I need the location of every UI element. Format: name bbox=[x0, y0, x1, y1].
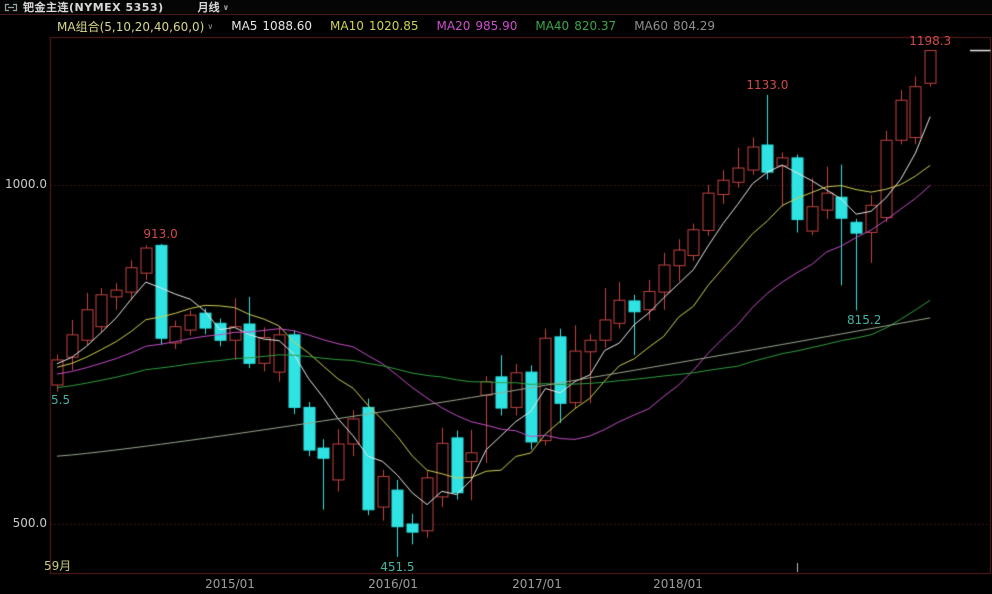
link-icon[interactable] bbox=[4, 3, 18, 12]
ma60-legend: MA60 804.29 bbox=[634, 19, 716, 33]
ma20-legend: MA20 985.90 bbox=[436, 19, 518, 33]
ma5-legend: MA5 1088.60 bbox=[231, 19, 313, 33]
price-annotation-451: 451.5 bbox=[380, 559, 415, 574]
ma40-legend: MA40 820.37 bbox=[535, 19, 617, 33]
period-label: 月线 bbox=[197, 1, 220, 14]
indicator-selector[interactable]: MA组合(5,10,20,40,60,0) ∨ bbox=[57, 18, 213, 35]
indicator-label: MA组合(5,10,20,40,60,0) bbox=[57, 19, 205, 34]
y-axis-label-1000: 1000.0 bbox=[5, 177, 47, 191]
ma10-legend: MA10 1020.85 bbox=[330, 19, 419, 33]
chevron-down-icon: ∨ bbox=[207, 21, 214, 31]
instrument-title: 钯金主连(NYMEX 5353) bbox=[23, 1, 164, 14]
x-axis-label-2015: 2015/01 bbox=[205, 577, 255, 591]
price-annotation-5-5: 5.5 bbox=[51, 393, 71, 407]
chevron-down-icon: ∨ bbox=[222, 2, 230, 12]
indicator-bar: MA组合(5,10,20,40,60,0) ∨ MA5 1088.60 MA10 1… bbox=[57, 17, 715, 35]
first-bar-date-label: 59月 bbox=[44, 559, 72, 573]
x-axis-label-2018: 2018/01 bbox=[653, 577, 703, 591]
y-axis-label-500: 500.0 bbox=[12, 516, 47, 530]
price-annotation-913: 913.0 bbox=[143, 226, 178, 241]
price-annotation-1133: 1133.0 bbox=[746, 77, 789, 92]
x-axis-label-2017: 2017/01 bbox=[512, 577, 562, 591]
price-annotation-1198: 1198.3 bbox=[909, 33, 952, 48]
period-selector[interactable]: 月线 ∨ bbox=[198, 0, 230, 15]
x-axis-label-2016: 2016/01 bbox=[368, 577, 418, 591]
window-titlebar: 钯金主连(NYMEX 5353) 月线 ∨ bbox=[0, 0, 992, 15]
price-annotation-815: 815.2 bbox=[847, 313, 882, 328]
